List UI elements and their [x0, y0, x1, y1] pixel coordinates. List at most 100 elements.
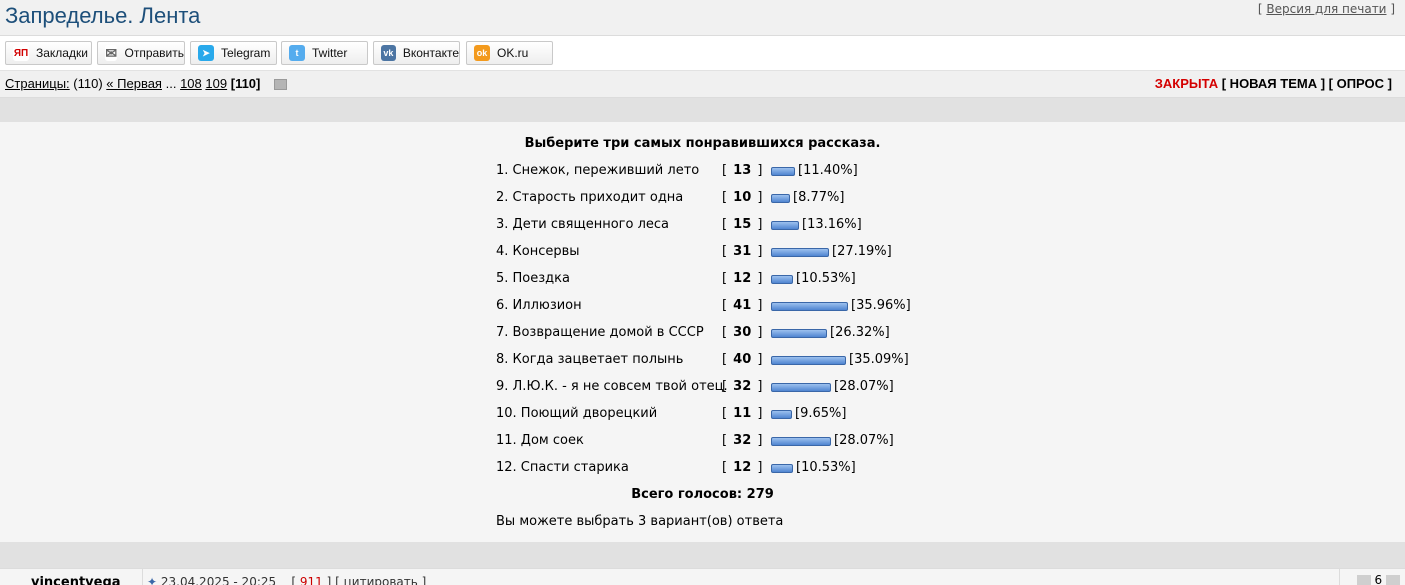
pagination: Страницы: (110) « Первая ... 108 109 [11… [5, 76, 287, 91]
rating-down-icon[interactable] [1357, 575, 1371, 585]
poll-option-bar [771, 329, 827, 338]
poll-option: 11. Дом соек[ 32 ][28.07%] [0, 433, 1405, 453]
twitter-icon: t [289, 45, 305, 61]
poll-option-bar [771, 221, 799, 230]
poll-option: 10. Поющий дворецкий [ 11 ] [9.65%] [0, 406, 1405, 426]
share-button-3[interactable]: t Twitter [281, 41, 368, 65]
poll-total-votes: Всего голосов: 279 [0, 487, 1405, 502]
share-bar: ЯП Закладки ✉ Отправить ➤ Telegram t Twitter vk В… [0, 36, 1405, 71]
pages-label[interactable]: Страницы: [5, 76, 70, 91]
page-link-109[interactable]: 109 [205, 76, 227, 91]
new-topic-button[interactable]: [ НОВАЯ ТЕМА ] [1222, 76, 1325, 91]
poll-option-votes: [ 10 ] [722, 190, 762, 205]
poll-option-percent: [11.40%] [798, 163, 858, 178]
poll-option-bar [771, 275, 793, 284]
poll-option-vote-count: 32 [731, 433, 753, 448]
poll-option-vote-count: 12 [731, 271, 753, 286]
post-row: vincentvega ✦ 23.04.2025 - 20:25 [ 911 ]… [0, 568, 1405, 585]
poll-option-votes: [ 12 ] [722, 460, 762, 475]
vk-icon: vk [381, 45, 396, 61]
poll-option-votes: [ 13 ] [722, 163, 762, 178]
poll-option-vote-count: 13 [731, 163, 753, 178]
poll-option-label: 3. Дети священного леса [496, 217, 669, 232]
rating-up-icon[interactable] [1386, 575, 1400, 585]
rating-value: 6 [1375, 573, 1383, 585]
share-button-label: Telegram [221, 46, 270, 60]
pages-ellipsis: ... [166, 76, 177, 91]
poll-option-vote-count: 30 [731, 325, 753, 340]
share-button-label: Twitter [312, 46, 347, 60]
poll-option-label: 4. Консервы [496, 244, 580, 259]
poll-option-label: 6. Иллюзион [496, 298, 582, 313]
current-page: [110] [231, 76, 261, 91]
poll-option-percent: [26.32%] [830, 325, 890, 340]
first-page-link[interactable]: « Первая [106, 76, 162, 91]
email-icon: ✉ [105, 45, 117, 61]
poll-option-percent: [10.53%] [796, 271, 856, 286]
poll-option-bar [771, 167, 795, 176]
share-button-label: Вконтакте [403, 46, 459, 60]
poll-option-bar [771, 194, 790, 203]
poll-option-bar [771, 383, 831, 392]
share-button-1[interactable]: ✉ Отправить [97, 41, 185, 65]
poll-option: 2. Старость приходит одна[ 10 ][8.77%] [0, 190, 1405, 210]
new-poll-button[interactable]: [ ОПРОС ] [1329, 76, 1392, 91]
poll-option-vote-count: 12 [731, 460, 753, 475]
yandex-bookmarks-icon: ЯП [13, 45, 29, 61]
odnoklassniki-icon: ok [474, 45, 490, 61]
poll-note: Вы можете выбрать 3 вариант(ов) ответа [496, 514, 783, 529]
poll-option-label: 12. Спасти старика [496, 460, 629, 475]
poll-option-votes: [ 11 ] [722, 406, 762, 421]
poll-option-votes: [ 15 ] [722, 217, 762, 232]
poll-option-percent: [8.77%] [793, 190, 844, 205]
poll-option: 6. Иллюзион [ 41 ] [35.96%] [0, 298, 1405, 318]
topic-actions: ЗАКРЫТА [ НОВАЯ ТЕМА ] [ ОПРОС ] [1155, 76, 1392, 91]
page-link-108[interactable]: 108 [180, 76, 202, 91]
header-bar: Запределье. Лента [ Версия для печати ] [0, 0, 1405, 36]
poll-option-percent: [13.16%] [802, 217, 862, 232]
poll-question: Выберите три самых понравившихся рассказ… [0, 136, 1405, 151]
poll-option-percent: [9.65%] [795, 406, 846, 421]
poll-option-votes: [ 32 ] [722, 379, 762, 394]
poll-option: 1. Снежок, переживший лето[ 13 ][11.40%] [0, 163, 1405, 183]
poll-option-percent: [27.19%] [832, 244, 892, 259]
poll-option: 5. Поездка[ 12 ][10.53%] [0, 271, 1405, 291]
poll-header-bar [0, 98, 1405, 122]
poll-option-percent: [28.07%] [834, 433, 894, 448]
poll-option-percent: [35.09%] [849, 352, 909, 367]
share-button-5[interactable]: ok OK.ru [466, 41, 553, 65]
print-version: [ Версия для печати ] [1258, 2, 1395, 16]
poll-option-label: 10. Поющий дворецкий [496, 406, 657, 421]
share-button-label: Отправить [124, 46, 184, 60]
poll-option-vote-count: 11 [731, 406, 753, 421]
poll-option-vote-count: 41 [731, 298, 753, 313]
poll-option: 7. Возвращение домой в СССР[ 30 ][26.32%… [0, 325, 1405, 345]
poll-option-bar [771, 464, 793, 473]
telegram-icon: ➤ [198, 45, 214, 61]
post-rating: 6 [1357, 573, 1400, 585]
subscribe-mail-icon[interactable] [274, 79, 287, 90]
poll-option-label: 8. Когда зацветает полынь [496, 352, 683, 367]
poll-option-bar [771, 410, 792, 419]
poll-option-votes: [ 41 ] [722, 298, 762, 313]
poll-option-percent: [35.96%] [851, 298, 911, 313]
print-version-link[interactable]: Версия для печати [1266, 2, 1386, 16]
share-button-0[interactable]: ЯП Закладки [5, 41, 92, 65]
poll-option-vote-count: 40 [731, 352, 753, 367]
share-button-4[interactable]: vk Вконтакте [373, 41, 460, 65]
share-button-label: Закладки [36, 46, 88, 60]
share-button-2[interactable]: ➤ Telegram [190, 41, 277, 65]
poll-option-bar [771, 437, 831, 446]
poll-option-votes: [ 12 ] [722, 271, 762, 286]
poll-option-bar [771, 302, 848, 311]
topic-closed-label: ЗАКРЫТА [1155, 76, 1218, 91]
post-header-bar [0, 542, 1405, 568]
share-button-label: OK.ru [497, 46, 528, 60]
pagination-bar: Страницы: (110) « Первая ... 108 109 [11… [0, 71, 1405, 98]
poll-option: 3. Дети священного леса [ 15 ] [13.16%] [0, 217, 1405, 237]
poll-option-vote-count: 31 [731, 244, 753, 259]
poll-option-label: 7. Возвращение домой в СССР [496, 325, 704, 340]
poll-option-vote-count: 32 [731, 379, 753, 394]
poll-option-label: 9. Л.Ю.К. - я не совсем твой отец. [496, 379, 728, 394]
poll-option-votes: [ 31 ] [722, 244, 762, 259]
